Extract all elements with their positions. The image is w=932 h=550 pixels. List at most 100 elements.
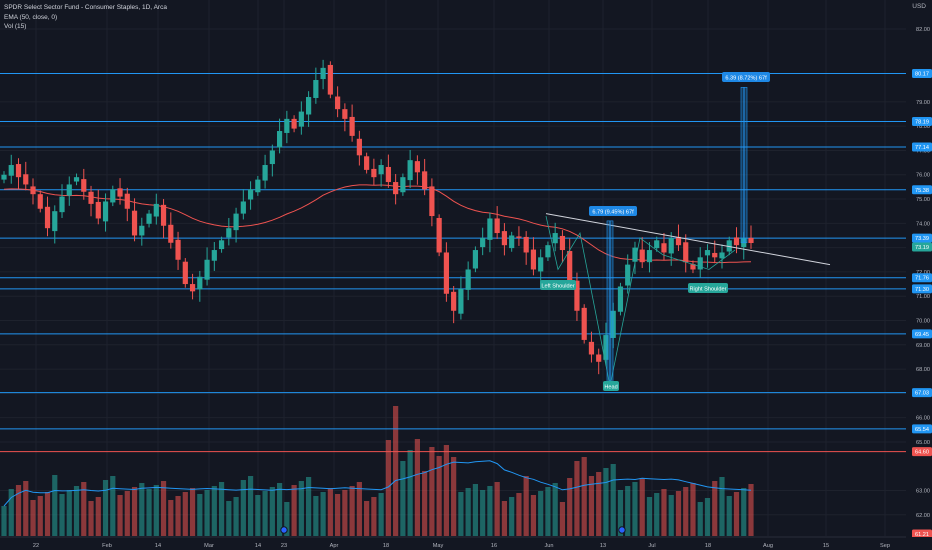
measure-label-small[interactable]: 6.79 (9.45%) 67f (589, 206, 637, 216)
candle[interactable] (356, 138, 362, 156)
price-label[interactable]: 71.30 (915, 287, 929, 293)
candle[interactable] (298, 111, 304, 127)
candle[interactable] (494, 218, 500, 234)
price-label[interactable]: 71.76 (915, 276, 929, 282)
candle[interactable] (472, 250, 479, 269)
price-label[interactable]: 75.38 (915, 188, 929, 194)
candle[interactable] (393, 182, 399, 195)
candle[interactable] (8, 165, 14, 176)
candle[interactable] (538, 257, 544, 272)
candle[interactable] (182, 261, 188, 285)
candle[interactable] (683, 242, 689, 263)
candle[interactable] (30, 186, 36, 195)
pattern-outline[interactable] (545, 215, 736, 387)
candle[interactable] (284, 118, 290, 133)
candle[interactable] (233, 213, 239, 231)
event-marker-icon[interactable] (618, 526, 626, 534)
candle[interactable] (385, 166, 391, 183)
candle[interactable] (675, 236, 682, 246)
symbol-title[interactable]: SPDR Select Sector Fund - Consumer Stapl… (4, 4, 167, 11)
candle[interactable] (349, 116, 355, 136)
candle[interactable] (327, 64, 333, 95)
candle[interactable] (342, 109, 348, 119)
candle[interactable] (487, 218, 493, 240)
head-and-shoulders-pattern[interactable]: 6.79 (9.45%) 67f 6.39 (8.72%) 67f Left Sho… (540, 72, 831, 391)
candle[interactable] (204, 259, 210, 280)
price-label[interactable]: 77.14 (915, 145, 929, 151)
candle[interactable] (262, 165, 268, 181)
head-label[interactable]: Head (603, 381, 619, 391)
candle[interactable] (668, 237, 674, 254)
price-label[interactable]: 80.17 (915, 71, 929, 77)
candle[interactable] (407, 160, 413, 181)
candle[interactable] (552, 233, 558, 244)
candle[interactable] (102, 201, 109, 222)
candle[interactable] (414, 161, 420, 173)
candle[interactable] (189, 284, 196, 292)
price-label[interactable]: 67.03 (915, 391, 929, 397)
candle[interactable] (197, 276, 203, 290)
candle[interactable] (501, 231, 508, 246)
candle[interactable] (559, 235, 566, 251)
candle[interactable] (175, 239, 181, 260)
candle[interactable] (211, 250, 217, 261)
candle[interactable] (704, 250, 711, 256)
left-shoulder-label[interactable]: Left Shoulder (540, 280, 576, 290)
candle[interactable] (320, 67, 326, 80)
candle[interactable] (516, 236, 522, 238)
candle[interactable] (596, 354, 602, 362)
candle[interactable] (545, 245, 551, 258)
candle[interactable] (37, 194, 43, 209)
candle[interactable] (603, 335, 609, 360)
candle[interactable] (73, 177, 80, 182)
candle[interactable] (617, 286, 624, 312)
candle[interactable] (436, 217, 442, 253)
candle[interactable] (255, 179, 261, 193)
candle[interactable] (371, 168, 377, 178)
candle[interactable] (523, 236, 529, 253)
candle[interactable] (697, 257, 703, 270)
time-axis[interactable]: 22 Feb 14 Mar 14 23 Apr 18 May 16 Jun 13 Jul 18 Aug 15 S… (0, 526, 932, 550)
candle[interactable] (632, 247, 638, 262)
ema-legend[interactable]: EMA (50, close, 0) (4, 13, 58, 21)
candle[interactable] (218, 240, 225, 250)
candle[interactable] (654, 240, 660, 249)
candle[interactable] (124, 193, 130, 209)
candle[interactable] (465, 269, 471, 290)
price-label[interactable]: 78.19 (915, 120, 929, 126)
vol-legend[interactable]: Vol (15) (4, 23, 27, 30)
candles[interactable] (1, 59, 754, 375)
candle[interactable] (291, 118, 297, 129)
candle[interactable] (153, 203, 159, 217)
price-label[interactable]: 73.39 (915, 236, 929, 242)
candle[interactable] (480, 237, 486, 248)
candle[interactable] (364, 156, 370, 170)
candle[interactable] (567, 251, 573, 282)
price-label[interactable]: 69.45 (915, 332, 929, 338)
candle[interactable] (712, 252, 718, 258)
candle[interactable] (422, 171, 428, 190)
candle[interactable] (733, 237, 740, 246)
event-marker-icon[interactable] (280, 526, 288, 534)
candle[interactable] (1, 174, 7, 180)
candle[interactable] (690, 264, 696, 270)
candle[interactable] (66, 184, 72, 196)
candle[interactable] (313, 80, 319, 98)
candle[interactable] (574, 280, 580, 311)
candle[interactable] (88, 191, 94, 204)
candle[interactable] (110, 189, 116, 203)
candle[interactable] (146, 213, 152, 224)
candle[interactable] (429, 186, 435, 217)
candle[interactable] (247, 189, 254, 200)
candle[interactable] (117, 188, 123, 197)
price-label[interactable]: 73.19 (915, 245, 929, 251)
candle[interactable] (378, 165, 384, 175)
price-axis[interactable]: 82.0079.0078.0077.0076.0075.0074.0073.00… (906, 0, 932, 550)
candle[interactable] (509, 235, 515, 249)
neckline[interactable] (545, 213, 831, 266)
candle[interactable] (530, 249, 537, 270)
candle[interactable] (581, 307, 587, 340)
candle[interactable] (269, 150, 275, 165)
candle[interactable] (23, 174, 29, 185)
candle[interactable] (168, 224, 174, 243)
